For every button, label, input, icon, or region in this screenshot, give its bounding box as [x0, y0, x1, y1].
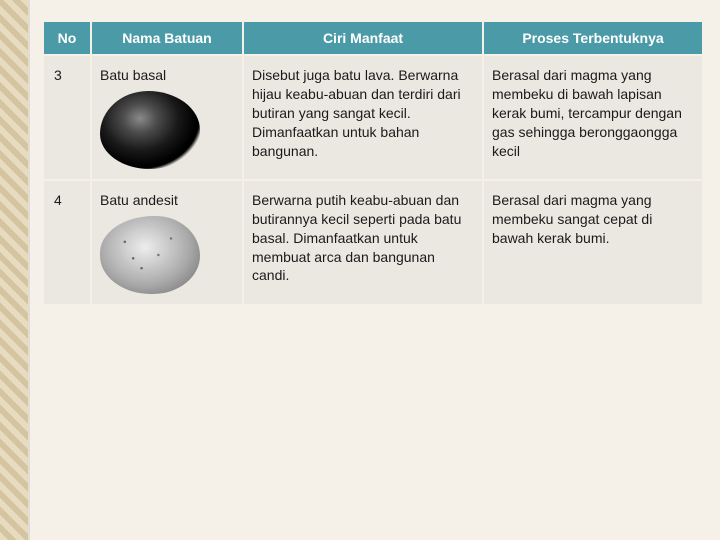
rock-name-text: Batu basal: [100, 67, 166, 83]
rock-table: No Nama Batuan Ciri Manfaat Proses Terbe…: [42, 20, 704, 306]
slide-content: No Nama Batuan Ciri Manfaat Proses Terbe…: [42, 20, 702, 306]
cell-ciri: Disebut juga batu lava. Berwarna hijau k…: [244, 56, 482, 179]
page-left-decorative-edge: [0, 0, 28, 540]
col-header-proses: Proses Terbentuknya: [484, 22, 702, 54]
rock-andesit-icon: [100, 216, 200, 294]
table-row: 3 Batu basal Disebut juga batu lava. Ber…: [44, 56, 702, 179]
table-header-row: No Nama Batuan Ciri Manfaat Proses Terbe…: [44, 22, 702, 54]
cell-nama: Batu basal: [92, 56, 242, 179]
col-header-ciri: Ciri Manfaat: [244, 22, 482, 54]
cell-nama: Batu andesit: [92, 181, 242, 304]
col-header-nama: Nama Batuan: [92, 22, 242, 54]
table-row: 4 Batu andesit Berwarna putih keabu-abua…: [44, 181, 702, 304]
cell-ciri: Berwarna putih keabu-abuan dan butiranny…: [244, 181, 482, 304]
cell-proses: Berasal dari magma yang membeku di bawah…: [484, 56, 702, 179]
cell-proses: Berasal dari magma yang membeku sangat c…: [484, 181, 702, 304]
rock-basal-icon: [100, 91, 200, 169]
cell-no: 3: [44, 56, 90, 179]
rock-name-text: Batu andesit: [100, 192, 178, 208]
cell-no: 4: [44, 181, 90, 304]
col-header-no: No: [44, 22, 90, 54]
